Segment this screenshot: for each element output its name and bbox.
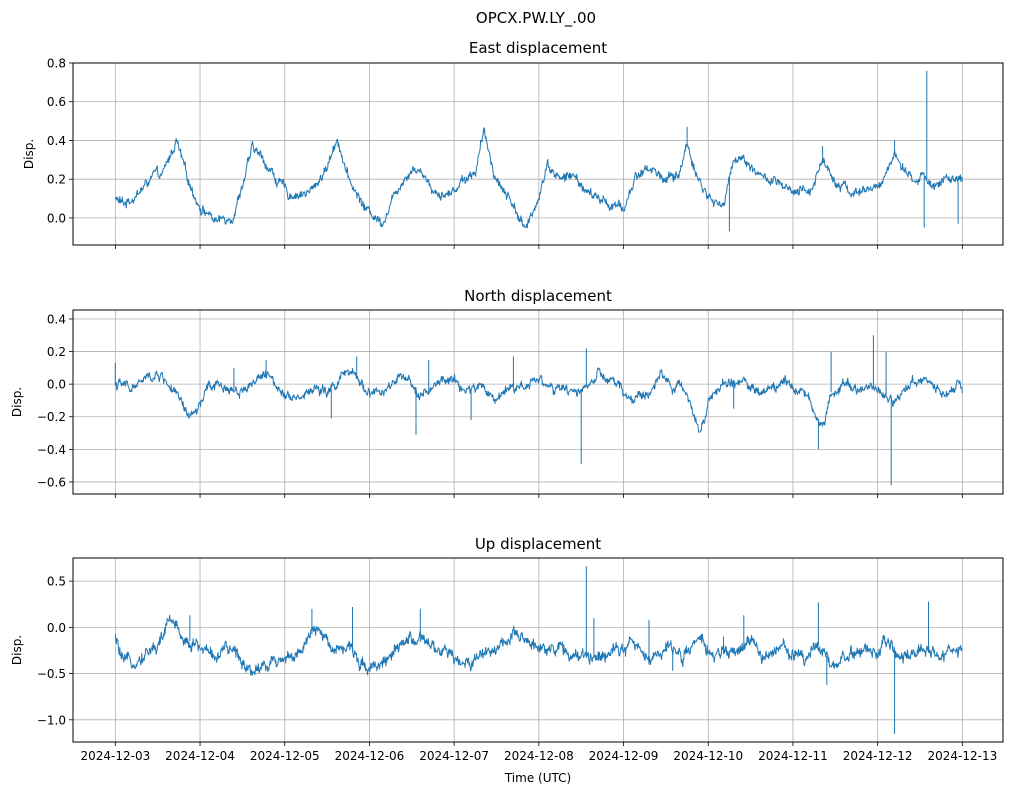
series-line-east [114,127,963,229]
x-tick-label: 2024-12-10 [673,749,743,763]
x-tick-label: 2024-12-04 [165,749,235,763]
x-tick-label: 2024-12-08 [504,749,574,763]
y-tick-label: −0.4 [37,443,66,457]
axes-frame [72,309,1004,495]
y-tick-label: 0.0 [47,211,66,225]
x-tick-label: 2024-12-12 [843,749,913,763]
figure-suptitle: OPCX.PW.LY_.00 [476,9,596,28]
y-tick-label: 0.2 [47,345,66,359]
y-tick-label: 0.4 [47,134,66,148]
y-ticks: 0.0 0.2 0.4 0.6 0.8 [47,57,73,225]
panel-title: Up displacement [475,535,601,553]
series-line-north [114,367,963,433]
y-axis-label: Disp. [10,387,24,417]
y-tick-label: −1.0 [37,713,66,727]
y-tick-label: 0.0 [47,378,66,392]
x-ticks: 2024-12-03 2024-12-04 2024-12-05 2024-12-06… [80,742,997,763]
y-tick-label: 0.0 [47,621,66,635]
x-tick-label: 2024-12-06 [335,749,405,763]
x-tick-label: 2024-12-05 [250,749,320,763]
y-axis-label: Disp. [10,635,24,665]
grid [73,310,1003,494]
x-tick-label: 2024-12-11 [758,749,828,763]
series-spikes-up [189,566,929,734]
series-line-up [114,614,963,676]
y-tick-label: 0.5 [47,575,66,589]
y-tick-label: 0.6 [47,95,66,109]
x-tick-label: 2024-12-03 [80,749,150,763]
panel-east: East displacement Disp. 0.0 0.2 0.4 0.6 0.8 [22,39,1004,249]
axes-frame [72,62,1004,246]
x-tick-label: 2024-12-07 [419,749,489,763]
y-tick-label: −0.2 [37,410,66,424]
panel-up: Up displacement Disp. −1.0 −0.5 0.0 0.5 202… [10,535,1004,785]
axes-frame [72,557,1004,743]
series-spikes-east [483,70,959,232]
panel-title: North displacement [464,287,612,305]
y-ticks: −0.6 −0.4 −0.2 0.0 0.2 0.4 [37,312,73,489]
y-ticks: −1.0 −0.5 0.0 0.5 [37,575,73,727]
x-tick-label: 2024-12-09 [589,749,659,763]
grid [73,558,1003,742]
grid [73,62,1003,245]
y-axis-label: Disp. [22,139,36,169]
y-tick-label: 0.8 [47,57,66,71]
y-tick-label: 0.4 [47,312,66,326]
panel-north: North displacement Disp. −0.6 −0.4 −0.2 0.0… [10,287,1004,498]
y-tick-label: −0.6 [37,475,66,489]
x-axis-label: Time (UTC) [504,771,571,785]
x-ticks [114,245,963,249]
x-ticks [114,494,963,498]
panel-title: East displacement [469,39,607,57]
series-spikes-north [114,335,892,486]
x-tick-label: 2024-12-13 [927,749,997,763]
y-tick-label: −0.5 [37,667,66,681]
y-tick-label: 0.2 [47,173,66,187]
